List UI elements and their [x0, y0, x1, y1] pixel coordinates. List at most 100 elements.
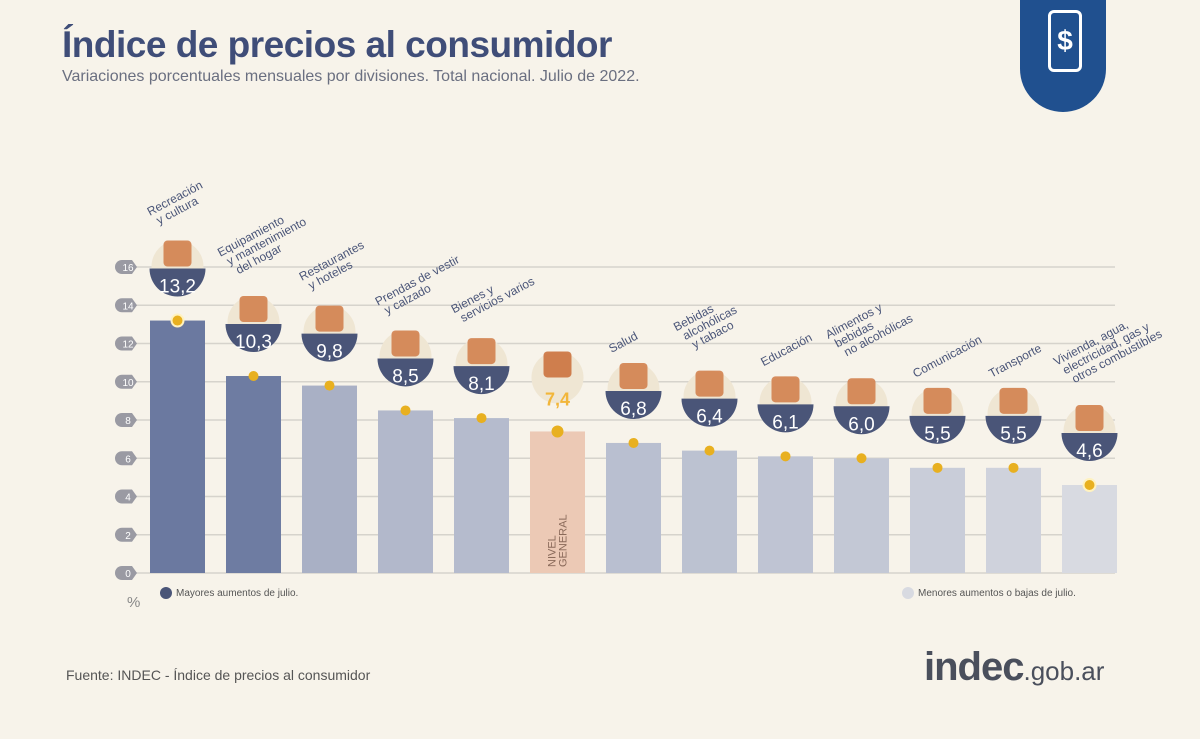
- page-title: Índice de precios al consumidor: [62, 24, 612, 65]
- y-tick-label: 14: [122, 301, 134, 312]
- category-icon: [391, 330, 420, 357]
- general-level-label: NIVEL GENERAL: [547, 514, 570, 567]
- category-label: Comunicación: [910, 332, 984, 380]
- y-tick-label: 10: [122, 378, 134, 389]
- category-label-line: Salud: [606, 329, 640, 356]
- value-badge: [149, 268, 206, 297]
- legend-low: Menores aumentos o bajas de julio.: [902, 587, 1076, 599]
- category-icon: [771, 376, 800, 403]
- bar: [986, 467, 1041, 573]
- value-label: 7,4: [545, 389, 570, 409]
- bar-marker: [324, 380, 335, 391]
- category-label: Vivienda, agua,electricidad, gas yotros …: [1051, 317, 1164, 386]
- category-icon: [619, 362, 648, 389]
- brand-suffix: .gob.ar: [1023, 656, 1105, 686]
- value-label: 9,8: [316, 342, 342, 363]
- y-tick-label: 2: [125, 531, 131, 542]
- value-badge: [909, 415, 966, 444]
- category-icon: [695, 370, 724, 397]
- tick-tag: [115, 413, 137, 427]
- value-label: 6,4: [696, 407, 723, 428]
- bar-marker: [1008, 462, 1019, 473]
- value-label: 10,3: [235, 332, 272, 353]
- value-badge: [985, 415, 1042, 444]
- value-badge: [681, 398, 738, 427]
- value-badge: [1061, 433, 1118, 462]
- category-icon: [1075, 405, 1104, 432]
- category-icon: [315, 305, 344, 332]
- category-icon: [847, 378, 876, 405]
- source-note: Fuente: INDEC - Índice de precios al con…: [66, 667, 371, 683]
- bar-marker: [856, 453, 867, 464]
- category-icon: [543, 351, 572, 378]
- legend-high: Mayores aumentos de julio.: [160, 587, 298, 599]
- category-icon: [239, 296, 268, 323]
- brand-main: indec: [924, 645, 1024, 689]
- tick-tag: [115, 566, 137, 580]
- category-icon: [999, 387, 1028, 414]
- legend-swatch: [160, 587, 172, 599]
- value-label: 5,5: [924, 424, 950, 445]
- bar-marker: [932, 462, 943, 473]
- value-badge: [225, 324, 282, 353]
- legend-label: Menores aumentos o bajas de julio.: [918, 587, 1076, 599]
- tick-tag: [115, 374, 137, 389]
- bar: [1062, 485, 1117, 573]
- value-badge: [605, 390, 662, 419]
- value-label: 8,5: [392, 366, 418, 387]
- tick-tag: [115, 527, 137, 542]
- general-level-text: NIVEL: [547, 535, 559, 567]
- bar-marker: [780, 451, 791, 462]
- category-label: Educación: [758, 330, 814, 369]
- value-label: 6,8: [620, 399, 646, 420]
- tick-tag: [115, 451, 137, 466]
- bar: [758, 456, 813, 573]
- tick-tag: [115, 336, 137, 351]
- bar: [834, 458, 889, 573]
- category-icon: [163, 240, 192, 267]
- bar-marker: [476, 413, 487, 424]
- value-label: 6,1: [772, 412, 798, 433]
- value-label: 8,1: [468, 374, 494, 395]
- bar-marker: [170, 313, 185, 328]
- bar: [150, 320, 205, 573]
- bar-marker: [248, 371, 259, 382]
- bar: [454, 418, 509, 573]
- bar-marker: [628, 437, 639, 448]
- y-tick-label: 0: [125, 569, 131, 580]
- bar: [378, 410, 433, 573]
- bar: [682, 450, 737, 573]
- indec-logo: $: [1020, 0, 1106, 112]
- category-label-line: Educación: [758, 330, 814, 369]
- value-badge: [453, 366, 510, 395]
- y-axis-label: %: [127, 594, 141, 611]
- y-tick-label: 8: [125, 416, 131, 427]
- value-label: 13,2: [159, 277, 196, 298]
- category-label-line: Transporte: [986, 341, 1044, 381]
- bar-marker: [551, 425, 564, 438]
- value-label: 6,0: [848, 414, 874, 435]
- category-label-line: Comunicación: [910, 332, 984, 380]
- tick-tag: [115, 489, 137, 504]
- tick-tag: [115, 298, 137, 313]
- y-tick-label: 4: [125, 493, 131, 504]
- page-subtitle: Variaciones porcentuales mensuales por d…: [62, 68, 640, 85]
- value-label: 5,5: [1000, 424, 1026, 445]
- category-icon: [923, 387, 952, 414]
- category-label: Salud: [606, 329, 640, 356]
- bar-marker: [704, 445, 715, 456]
- category-label: Transporte: [986, 341, 1044, 381]
- value-badge: [377, 358, 434, 387]
- brand-logo: indec.gob.ar: [924, 645, 1104, 690]
- y-tick-label: 12: [122, 340, 134, 351]
- bar-marker: [1082, 478, 1097, 493]
- general-level-text: GENERAL: [558, 514, 570, 567]
- value-label: 4,6: [1076, 441, 1102, 462]
- price-tag-dollar-icon: $: [1048, 10, 1082, 72]
